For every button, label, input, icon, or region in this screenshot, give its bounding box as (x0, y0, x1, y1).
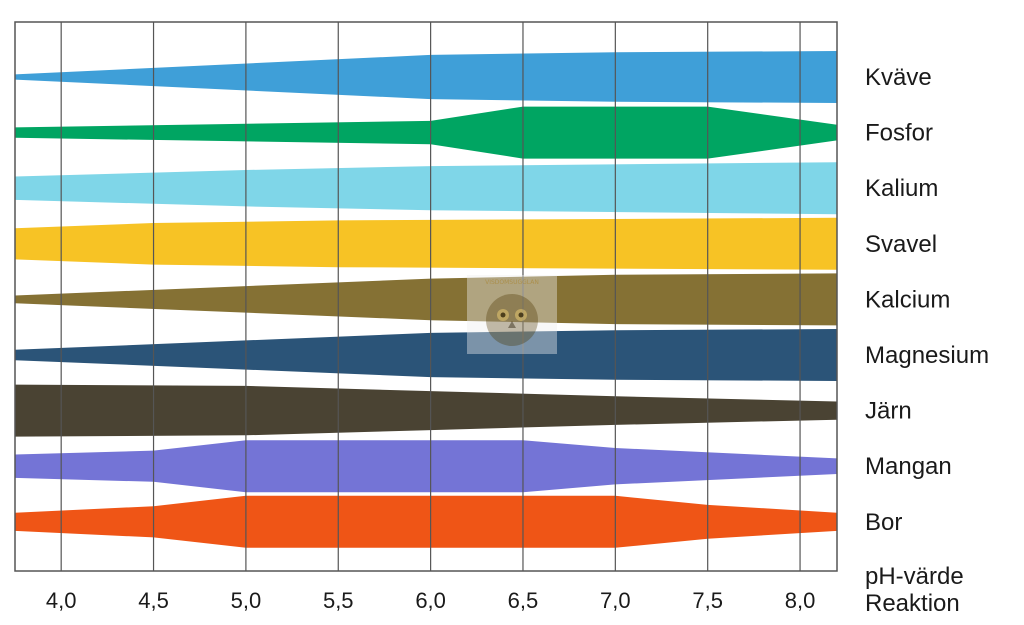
x-tick-label: 6,0 (415, 588, 446, 613)
plot-frame (14, 21, 838, 572)
x-axis-label-line2: Reaktion (865, 590, 960, 617)
series-label: Bor (865, 509, 902, 536)
series-label: Kväve (865, 64, 932, 91)
band-bor (15, 495, 837, 548)
band-kalium (15, 162, 837, 215)
x-tick-label: 8,0 (785, 588, 816, 613)
x-tick-label: 4,0 (46, 588, 77, 613)
series-label: Järn (865, 398, 912, 425)
series-label: Kalium (865, 175, 938, 202)
owl-icon (486, 294, 538, 346)
watermark-text: VISDOMSUGGLAN (485, 279, 539, 286)
watermark-logo: VISDOMSUGGLAN (467, 275, 557, 354)
series-label: Svavel (865, 231, 937, 258)
series-label: Kalcium (865, 286, 950, 313)
band-svavel (15, 217, 837, 270)
grid-lines (60, 22, 801, 571)
series-label: Mangan (865, 453, 952, 480)
x-tick-labels: 4,0 4,5 5,0 5,5 6,0 6,5 7,0 7,5 8,0 (46, 588, 815, 613)
band-järn (15, 384, 837, 437)
band-kalcium (15, 273, 837, 326)
band-magnesium (15, 329, 837, 381)
x-tick-label: 6,5 (508, 588, 539, 613)
band-kväve (15, 51, 837, 103)
band-fosfor (15, 106, 837, 159)
series-labels: Kväve Fosfor Kalium Svavel Kalcium Magnesium J… (865, 64, 989, 536)
x-tick-label: 5,5 (323, 588, 354, 613)
x-tick-label: 7,5 (692, 588, 723, 613)
x-axis-label: pH-värde (865, 563, 964, 590)
x-tick-label: 5,0 (231, 588, 262, 613)
x-tick-label: 7,0 (600, 588, 631, 613)
band-mangan (15, 440, 837, 493)
x-tick-label: 4,5 (138, 588, 169, 613)
series-label: Magnesium (865, 342, 989, 369)
series-label: Fosfor (865, 120, 933, 147)
nutrient-bands (15, 51, 837, 548)
